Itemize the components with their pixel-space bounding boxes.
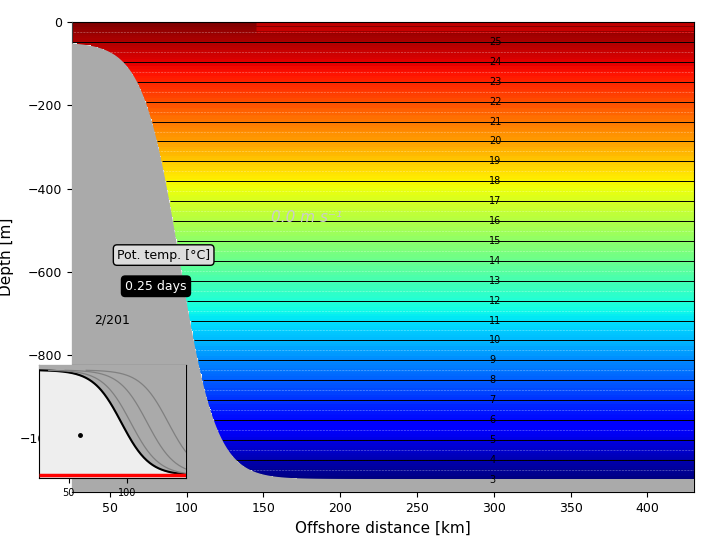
Text: 11: 11 [489, 316, 501, 326]
Text: 7: 7 [489, 395, 495, 405]
Text: 3: 3 [489, 474, 495, 484]
Text: 17: 17 [489, 196, 502, 206]
Text: 10: 10 [489, 336, 501, 346]
Text: 0.25 days: 0.25 days [125, 280, 187, 293]
Polygon shape [72, 22, 694, 492]
Text: 6: 6 [489, 415, 495, 425]
Text: 9: 9 [489, 356, 495, 366]
Text: 19: 19 [489, 156, 501, 166]
Text: 18: 18 [489, 176, 501, 186]
Text: 15: 15 [489, 236, 502, 246]
Text: 24: 24 [489, 57, 502, 67]
Text: 22: 22 [489, 97, 502, 107]
Text: 2/201: 2/201 [94, 314, 130, 327]
Text: 12: 12 [489, 296, 502, 306]
Polygon shape [39, 365, 186, 474]
Y-axis label: Depth [m]: Depth [m] [0, 218, 14, 296]
Text: 14: 14 [489, 256, 501, 266]
Text: 20: 20 [489, 137, 502, 147]
Text: 0.0 m s⁻¹: 0.0 m s⁻¹ [271, 210, 342, 225]
Text: 21: 21 [489, 117, 502, 127]
X-axis label: Offshore distance [km]: Offshore distance [km] [295, 520, 470, 535]
Text: 5: 5 [489, 435, 495, 445]
Text: 23: 23 [489, 77, 502, 87]
Text: 16: 16 [489, 216, 501, 226]
Text: 4: 4 [489, 455, 495, 465]
Text: 13: 13 [489, 276, 501, 286]
Text: Pot. temp. [°C]: Pot. temp. [°C] [117, 248, 210, 262]
Text: 8: 8 [489, 375, 495, 385]
Text: 25: 25 [489, 37, 502, 47]
